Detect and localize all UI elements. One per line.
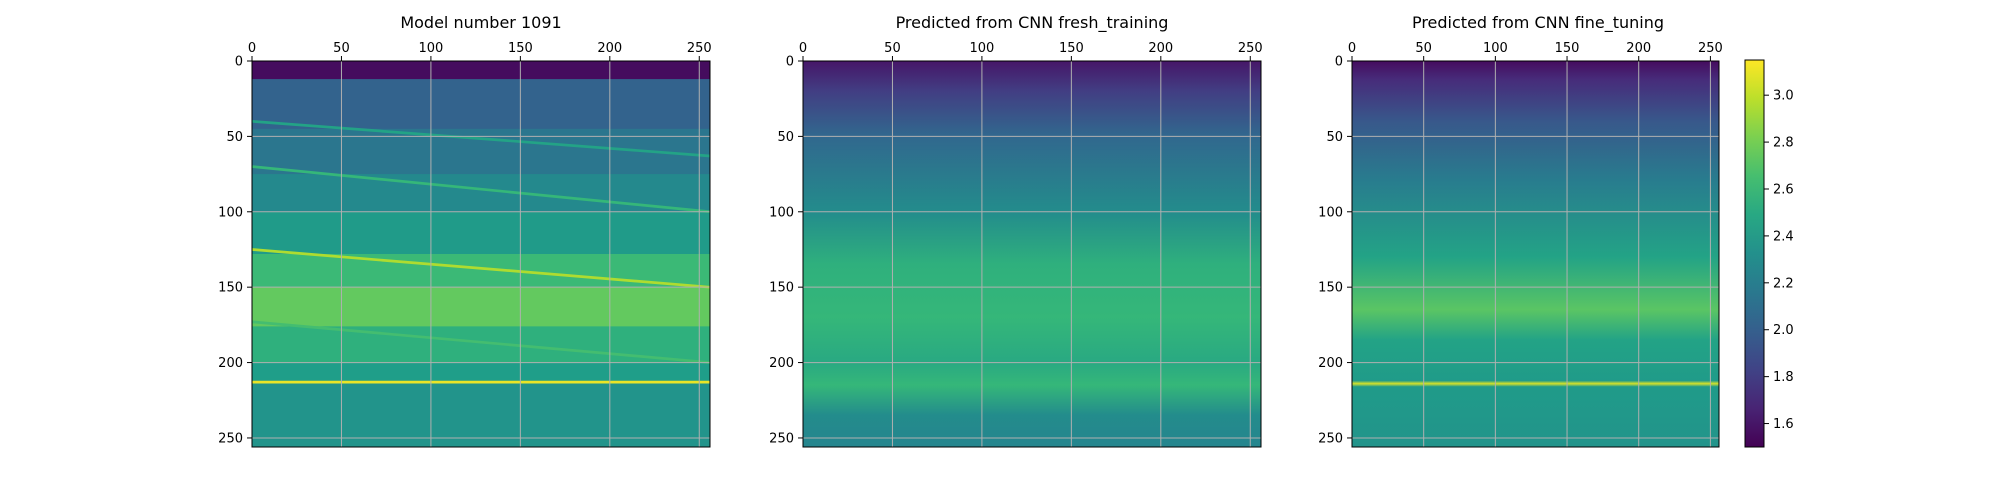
heatmap-band	[252, 362, 710, 382]
layer-interface	[251, 119, 711, 158]
heatmap-image	[803, 61, 1261, 447]
heatmap-field	[803, 61, 1261, 447]
colorbar-frame	[1744, 59, 1765, 448]
y-tick-label: 250	[1318, 431, 1343, 446]
heatmap-field	[1352, 61, 1719, 447]
y-tick-label: 0	[235, 55, 243, 70]
panel-title: Predicted from CNN fine_tuning	[1412, 13, 1664, 33]
x-tick-label: 150	[1555, 41, 1580, 56]
panel-title: Model number 1091	[400, 13, 561, 32]
axes-frame	[1351, 60, 1720, 448]
x-tick-label: 100	[418, 41, 443, 56]
grid-lines	[1352, 61, 1719, 447]
layer-interface	[251, 165, 711, 214]
panel-title: Predicted from CNN fresh_training	[896, 13, 1169, 33]
axes-frame	[251, 60, 711, 448]
grid-lines	[252, 61, 710, 447]
x-tick-label: 250	[687, 41, 712, 56]
colorbar-tick-label: 2.0	[1773, 323, 1794, 338]
panel-fine-tuning: Predicted from CNN fine_tuning 0 50 100 150…	[1318, 13, 1723, 448]
panel-model: Model number 1091 0 50 100 150 200 250 0 50 100 1…	[218, 13, 712, 448]
y-tick-label: 200	[1318, 356, 1343, 371]
heatmap-band	[252, 61, 710, 80]
x-tick-label: 200	[597, 41, 622, 56]
y-tick-label: 150	[769, 281, 794, 296]
y-tick-label: 0	[786, 55, 794, 70]
colorbar-ticks: 1.6 1.8 2.0 2.2 2.4 2.6 2.8 3.0	[1764, 89, 1794, 432]
heatmap-band	[252, 174, 710, 213]
y-tick-label: 50	[777, 130, 794, 145]
layer-interface	[251, 320, 711, 364]
axis-ticks: 0 50 100 150 200 250 0 50 100 150 200 250	[1318, 41, 1723, 446]
x-tick-label: 0	[1348, 41, 1356, 56]
axis-ticks: 0 50 100 150 200 250 0 50 100 150 200 250	[218, 41, 712, 446]
x-tick-label: 250	[1698, 41, 1723, 56]
x-tick-label: 200	[1148, 41, 1173, 56]
y-tick-label: 50	[1326, 130, 1343, 145]
colorbar-tick-label: 2.4	[1773, 229, 1794, 244]
x-tick-label: 250	[1238, 41, 1263, 56]
y-tick-label: 100	[218, 205, 243, 220]
y-tick-label: 150	[218, 281, 243, 296]
colorbar-tick-label: 2.2	[1773, 276, 1794, 291]
layer-interface	[251, 248, 711, 289]
colorbar-gradient	[1745, 60, 1764, 447]
x-tick-label: 50	[333, 41, 350, 56]
heatmap-band	[252, 79, 710, 130]
colorbar-tick-label: 2.6	[1773, 183, 1794, 198]
y-tick-label: 100	[1318, 205, 1343, 220]
colorbar-tick-label: 1.8	[1773, 370, 1794, 385]
x-tick-label: 100	[1483, 41, 1508, 56]
colorbar-tick-label: 3.0	[1773, 89, 1794, 104]
axes-frame	[802, 60, 1262, 448]
colorbar: 1.6 1.8 2.0 2.2 2.4 2.6 2.8 3.0	[1744, 59, 1794, 448]
axis-ticks: 0 50 100 150 200 250 0 50 100 150 200 250	[769, 41, 1263, 446]
x-tick-label: 0	[799, 41, 807, 56]
heatmap-band	[252, 211, 710, 255]
heatmap-image	[1352, 61, 1719, 447]
heatmap-band	[252, 380, 710, 448]
x-tick-label: 100	[969, 41, 994, 56]
y-tick-label: 200	[218, 356, 243, 371]
x-tick-label: 0	[248, 41, 256, 56]
x-tick-label: 50	[1415, 41, 1432, 56]
panel-fresh-training: Predicted from CNN fresh_training 0 50 100…	[769, 13, 1263, 448]
heatmap-image	[251, 61, 711, 448]
heatmap-band	[252, 287, 710, 327]
y-tick-label: 50	[226, 130, 243, 145]
grid-lines	[803, 61, 1261, 447]
x-tick-label: 200	[1626, 41, 1651, 56]
y-tick-label: 0	[1335, 55, 1343, 70]
colorbar-tick-label: 1.6	[1773, 417, 1794, 432]
y-tick-label: 100	[769, 205, 794, 220]
y-tick-label: 250	[769, 431, 794, 446]
x-tick-label: 50	[884, 41, 901, 56]
y-tick-label: 250	[218, 431, 243, 446]
y-tick-label: 200	[769, 356, 794, 371]
x-tick-label: 150	[508, 41, 533, 56]
colorbar-tick-label: 2.8	[1773, 136, 1794, 151]
x-tick-label: 150	[1059, 41, 1084, 56]
y-tick-label: 150	[1318, 281, 1343, 296]
